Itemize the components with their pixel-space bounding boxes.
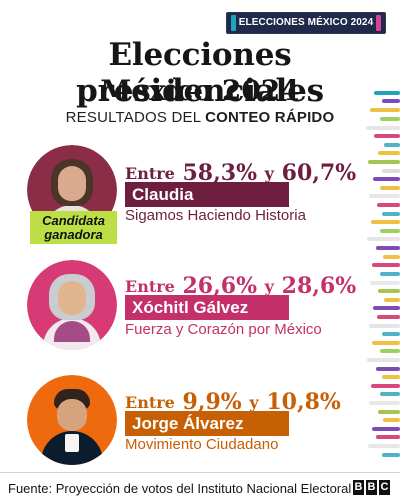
vote-range-alvarez: Entre 9,9% y 10,8% [125,390,341,415]
bbc-logo: B B C [353,480,390,495]
vote-range-low: 58,3% [182,160,258,186]
vote-range-high: 28,6% [281,273,357,299]
page-title: Elecciones presidenciales [76,37,324,109]
candidate-name: Xóchitl Gálvez [132,298,249,317]
candidate-name-band-galvez: Xóchitl Gálvez [125,295,289,320]
candidate-name-band-sheinbaum: Claudia Sheinbaum [125,182,289,229]
vote-range-high: 60,7% [281,160,357,186]
vote-range-sheinbaum: Entre 58,3% y 60,7% [125,161,356,186]
vote-range-high: 10,8% [266,389,341,415]
election-badge: ELECCIONES MÉXICO 2024 [226,12,386,34]
vote-range-galvez: Entre 26,6% y 28,6% [125,274,356,299]
vote-range-prefix: Entre [125,393,175,412]
results-title-prefix: RESULTADOS DEL [65,109,206,126]
badge-accent-left [231,15,236,31]
bbc-logo-letter: C [379,480,390,495]
candidate-avatar-galvez [27,260,117,350]
winner-tag-label: Candidata ganadora [42,213,105,242]
candidate-name: Claudia Sheinbaum [132,185,224,229]
candidate-name-band-alvarez: Jorge Álvarez Máynez [125,411,289,458]
vote-range-conjunction: y [264,164,274,183]
page-subtitle: México 2024 [100,74,300,107]
vote-range-conjunction: y [264,277,274,296]
results-title-bold: CONTEO RÁPIDO [205,109,335,126]
vote-range-low: 26,6% [182,273,258,299]
candidate-name: Jorge Álvarez Máynez [132,414,244,458]
vote-range-prefix: Entre [125,164,175,183]
results-title: RESULTADOS DEL CONTEO RÁPIDO [0,109,400,126]
candidate-party-alvarez: Movimiento Ciudadano [125,436,279,453]
footer-source: Fuente: Proyección de votos del Institut… [8,481,352,496]
footer-divider [0,472,400,473]
winner-tag: Candidata ganadora [30,211,117,244]
candidate-card-galvez: Entre 26,6% y 28,6% Xóchitl Gálvez Fuerz… [0,260,400,372]
candidate-card-alvarez: Entre 9,9% y 10,8% Jorge Álvarez Máynez … [0,375,400,487]
candidate-party-galvez: Fuerza y Corazón por México [125,321,322,338]
vote-range-low: 9,9% [182,389,242,415]
bbc-logo-letter: B [366,480,377,495]
vote-range-conjunction: y [249,393,259,412]
badge-accent-right [376,15,381,31]
bbc-logo-letter: B [353,480,364,495]
vote-range-prefix: Entre [125,277,175,296]
candidate-party-sheinbaum: Sigamos Haciendo Historia [125,207,306,224]
badge-label: ELECCIONES MÉXICO 2024 [238,17,374,28]
candidate-avatar-alvarez [27,375,117,465]
candidate-card-sheinbaum: Candidata ganadora Entre 58,3% y 60,7% C… [0,145,400,257]
